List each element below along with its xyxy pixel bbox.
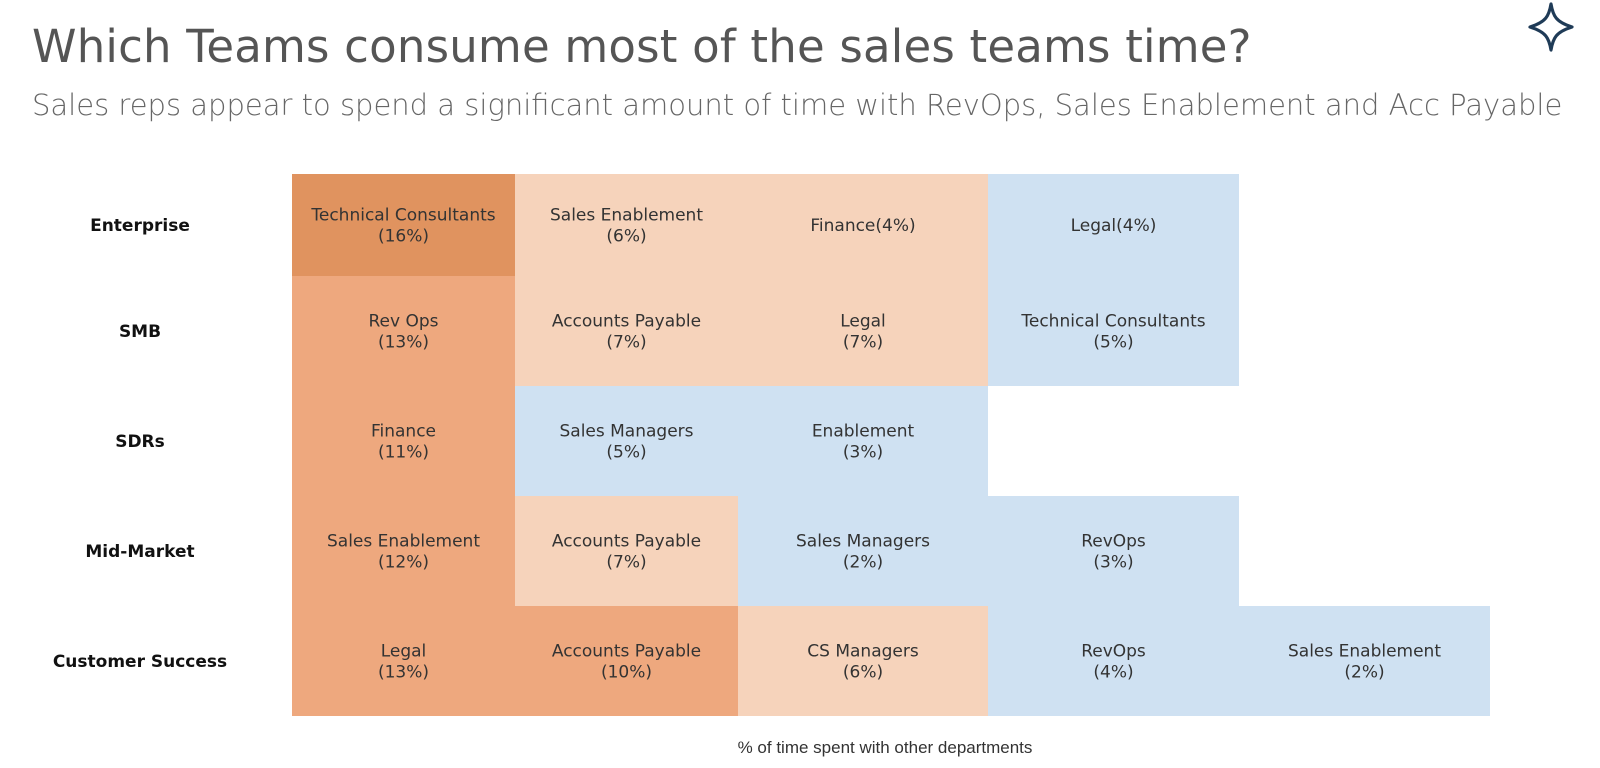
heatmap-cell-mid-market-accounts-payable[interactable]: Accounts Payable(7%): [515, 496, 738, 606]
cell-label-value: (6%): [843, 663, 883, 683]
heatmap-cell-customer-success-revops[interactable]: RevOps(4%): [988, 606, 1239, 716]
heatmap-cell-enterprise-technical-consultants[interactable]: Technical Consultants(16%): [292, 174, 515, 276]
heatmap-cell-customer-success-cs-managers[interactable]: CS Managers(6%): [738, 606, 988, 716]
cell-label-value: (7%): [606, 553, 646, 573]
heatmap-cell-rect: [988, 174, 1239, 276]
cell-label-value: (7%): [606, 333, 646, 353]
cell-label-dept: Technical Consultants: [1020, 312, 1205, 332]
heatmap-cell-rect: [738, 386, 988, 496]
chart-subtitle: Sales reps appear to spend a significant…: [32, 88, 1563, 122]
row-label-customer-success: Customer Success: [53, 652, 227, 672]
row-label-enterprise: Enterprise: [90, 216, 190, 236]
cell-label-dept: Sales Managers: [559, 422, 693, 442]
heatmap-cell-mid-market-sales-managers[interactable]: Sales Managers(2%): [738, 496, 988, 606]
cell-label-dept: Legal: [840, 312, 886, 332]
heatmap-cell-enterprise-sales-enablement[interactable]: Sales Enablement(6%): [515, 174, 738, 276]
row-label-smb: SMB: [119, 322, 161, 342]
heatmap-cell-rect: [988, 606, 1239, 716]
heatmap-cell-sdrs-finance[interactable]: Finance(11%): [292, 386, 515, 496]
heatmap-cell-rect: [515, 174, 738, 276]
cell-label-dept: RevOps: [1081, 642, 1146, 662]
cell-label-dept: Enablement: [812, 422, 915, 442]
cell-label-value: (4%): [1093, 663, 1133, 683]
cell-label-value: (3%): [843, 443, 883, 463]
cell-label-value: (7%): [843, 333, 883, 353]
chart-title: Which Teams consume most of the sales te…: [32, 20, 1252, 73]
cell-label-dept: CS Managers: [807, 642, 919, 662]
cell-label-dept: Legal: [381, 642, 427, 662]
cell-label-value: (13%): [378, 663, 429, 683]
heatmap-cell-rect: [515, 606, 738, 716]
cell-label-value: (13%): [378, 333, 429, 353]
cell-label-dept: Sales Enablement: [1288, 642, 1441, 662]
heatmap-cell-smb-rev-ops[interactable]: Rev Ops(13%): [292, 276, 515, 386]
cell-label-value: (2%): [1344, 663, 1384, 683]
heatmap-cell-customer-success-legal[interactable]: Legal(13%): [292, 606, 515, 716]
heatmap-cell-rect: [292, 496, 515, 606]
four-point-star-icon: [1528, 2, 1574, 52]
heatmap-cell-mid-market-revops[interactable]: RevOps(3%): [988, 496, 1239, 606]
cell-label-value: (6%): [606, 227, 646, 247]
heatmap-cell-customer-success-sales-enablement[interactable]: Sales Enablement(2%): [1239, 606, 1490, 716]
cell-label-value: (3%): [1093, 553, 1133, 573]
cell-label-value: (2%): [843, 553, 883, 573]
heatmap-cell-sdrs-enablement[interactable]: Enablement(3%): [738, 386, 988, 496]
heatmap-cell-customer-success-accounts-payable[interactable]: Accounts Payable(10%): [515, 606, 738, 716]
heatmap-cell-rect: [738, 496, 988, 606]
row-label-sdrs: SDRs: [115, 432, 165, 452]
heatmap-cell-rect: [988, 276, 1239, 386]
heatmap-cell-rect: [738, 174, 988, 276]
heatmap-cell-enterprise-finance[interactable]: Finance(4%): [738, 174, 988, 276]
cell-label-dept: Technical Consultants: [310, 206, 495, 226]
cell-label-value: (10%): [601, 663, 652, 683]
cell-label-dept: Finance(4%): [810, 216, 915, 236]
heatmap-cell-smb-legal[interactable]: Legal(7%): [738, 276, 988, 386]
cell-label-dept: Accounts Payable: [552, 532, 701, 552]
heatmap-cell-smb-accounts-payable[interactable]: Accounts Payable(7%): [515, 276, 738, 386]
cell-label-dept: Legal(4%): [1071, 216, 1157, 236]
cell-label-dept: RevOps: [1081, 532, 1146, 552]
cell-label-dept: Finance: [371, 422, 436, 442]
cell-label-value: (11%): [378, 443, 429, 463]
heatmap-cell-rect: [292, 386, 515, 496]
heatmap-cell-rect: [515, 496, 738, 606]
heatmap-cell-enterprise-legal[interactable]: Legal(4%): [988, 174, 1239, 276]
heatmap-cell-rect: [738, 276, 988, 386]
cell-label-dept: Sales Enablement: [327, 532, 480, 552]
cell-label-dept: Sales Enablement: [550, 206, 703, 226]
heatmap-cell-rect: [515, 276, 738, 386]
heatmap-cell-rect: [1239, 606, 1490, 716]
cell-label-dept: Accounts Payable: [552, 312, 701, 332]
row-label-mid-market: Mid-Market: [85, 542, 194, 562]
heatmap-cell-rect: [292, 276, 515, 386]
cell-label-dept: Accounts Payable: [552, 642, 701, 662]
heatmap-cell-smb-technical-consultants[interactable]: Technical Consultants(5%): [988, 276, 1239, 386]
cell-label-value: (16%): [378, 227, 429, 247]
heatmap-cell-rect: [738, 606, 988, 716]
cell-label-value: (5%): [606, 443, 646, 463]
heatmap-cell-rect: [988, 496, 1239, 606]
cell-label-dept: Sales Managers: [796, 532, 930, 552]
x-axis-label: % of time spent with other departments: [737, 738, 1033, 757]
cell-label-dept: Rev Ops: [368, 312, 438, 332]
heatmap-cell-rect: [292, 606, 515, 716]
heatmap-cell-sdrs-sales-managers[interactable]: Sales Managers(5%): [515, 386, 738, 496]
heatmap-cell-rect: [515, 386, 738, 496]
cell-label-value: (5%): [1093, 333, 1133, 353]
cell-label-value: (12%): [378, 553, 429, 573]
heatmap-cell-rect: [292, 174, 515, 276]
heatmap-cell-mid-market-sales-enablement[interactable]: Sales Enablement(12%): [292, 496, 515, 606]
